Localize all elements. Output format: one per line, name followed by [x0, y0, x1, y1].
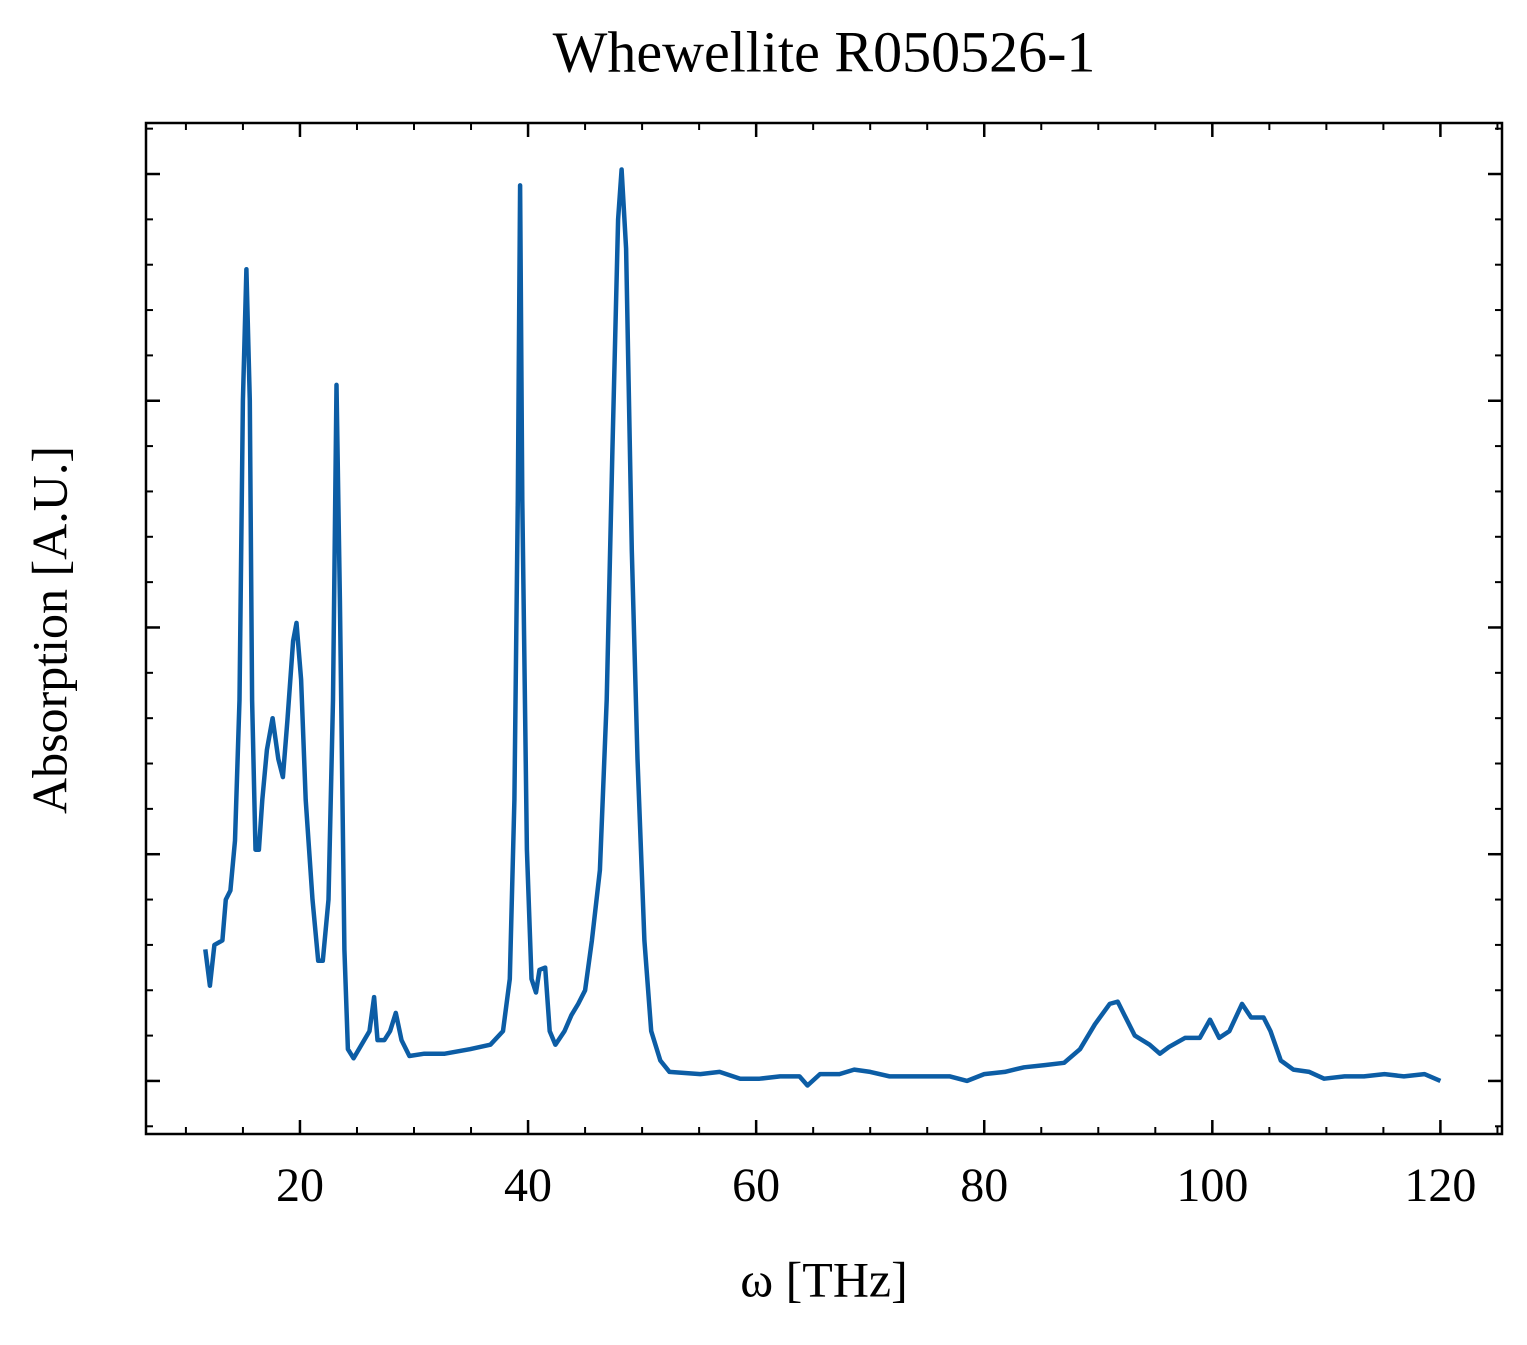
x-tick-label: 120: [1404, 1159, 1476, 1212]
x-tick-label: 20: [276, 1159, 324, 1212]
x-tick-label: 60: [732, 1159, 780, 1212]
x-tick-label: 80: [960, 1159, 1008, 1212]
data-line: [203, 167, 1442, 1088]
y-axis-label: Absorption [A.U.]: [21, 446, 77, 814]
chart-title: Whewellite R050526-1: [553, 19, 1096, 84]
plot-frame: [144, 121, 1504, 1136]
x-tick-label: 100: [1176, 1159, 1248, 1212]
x-tick-label: 40: [504, 1159, 552, 1212]
x-axis-label: ω [THz]: [740, 1251, 908, 1307]
